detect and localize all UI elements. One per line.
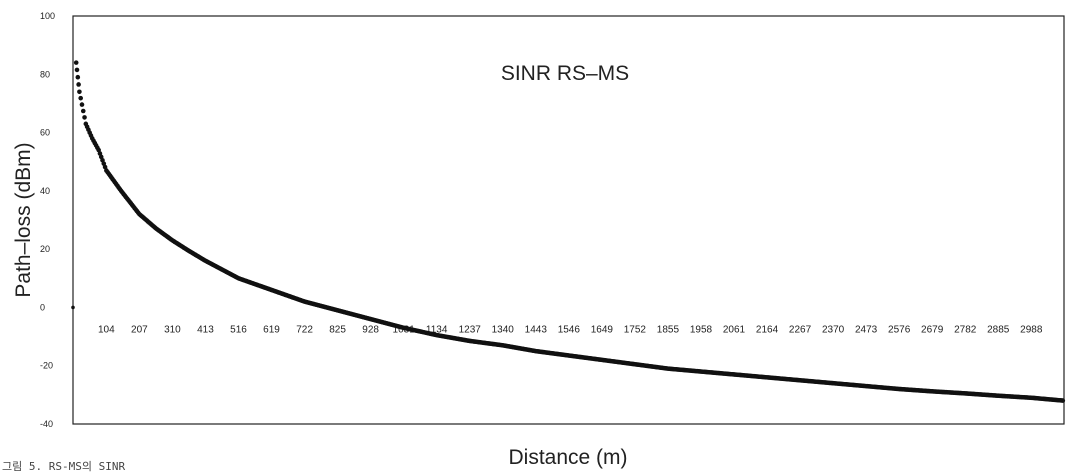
x-tick-label: 722 [296, 324, 313, 335]
data-point [78, 95, 83, 101]
x-tick-label: 413 [197, 324, 214, 335]
x-tick-label: 2370 [822, 324, 845, 335]
x-tick-label: 1958 [690, 324, 713, 335]
x-axis-ticks: 1042073104135166197228259281031113412371… [98, 324, 1043, 335]
x-tick-label: 1443 [525, 324, 548, 335]
data-series [71, 60, 1066, 403]
y-tick-label: -20 [40, 361, 53, 371]
x-tick-label: 2782 [954, 324, 977, 335]
data-point [71, 305, 75, 310]
x-tick-label: 825 [329, 324, 346, 335]
data-point [79, 102, 85, 107]
y-tick-label: 80 [40, 69, 50, 79]
x-tick-label: 2679 [921, 324, 944, 335]
y-axis-label: Path–loss (dBm) [12, 142, 35, 297]
y-tick-label: 20 [40, 244, 50, 254]
data-point [73, 60, 79, 65]
data-point [75, 74, 81, 80]
x-tick-label: 516 [230, 324, 247, 335]
data-point [74, 67, 80, 73]
x-tick-label: 1134 [426, 324, 448, 335]
x-tick-label: 2885 [987, 324, 1010, 335]
y-tick-label: 0 [40, 302, 45, 312]
x-tick-label: 619 [263, 324, 280, 335]
x-tick-label: 928 [362, 324, 379, 335]
x-tick-label: 1340 [492, 324, 515, 335]
x-tick-label: 1649 [591, 324, 614, 335]
x-tick-label: 2473 [855, 324, 878, 335]
x-tick-label: 2576 [888, 324, 911, 335]
x-tick-label: 1855 [657, 324, 680, 335]
data-point [82, 115, 87, 120]
chart-title: SINR RS–MS [501, 62, 629, 85]
x-tick-label: 1237 [459, 324, 482, 335]
figure-caption: 그림 5. RS-MS의 SINR [2, 460, 126, 473]
y-tick-label: 100 [40, 11, 55, 21]
x-tick-label: 310 [164, 324, 181, 335]
data-point [80, 108, 86, 114]
data-point [77, 89, 82, 95]
x-tick-label: 2061 [723, 324, 746, 335]
x-tick-label: 1752 [624, 324, 647, 335]
data-point [1060, 398, 1066, 403]
x-tick-label: 207 [131, 324, 148, 335]
x-tick-label: 104 [98, 324, 115, 335]
data-point [76, 82, 81, 87]
x-tick-label: 1546 [558, 324, 581, 335]
y-tick-label: 40 [40, 186, 50, 196]
x-tick-label: 2164 [756, 324, 779, 335]
y-axis-ticks: 100 80 60 40 20 0 -20 -40 [40, 11, 55, 429]
y-tick-label: -40 [40, 419, 53, 429]
y-tick-label: 60 [40, 128, 50, 138]
x-tick-label: 2988 [1020, 324, 1043, 335]
x-axis-label: Distance (m) [508, 446, 627, 469]
x-tick-label: 2267 [789, 324, 812, 335]
